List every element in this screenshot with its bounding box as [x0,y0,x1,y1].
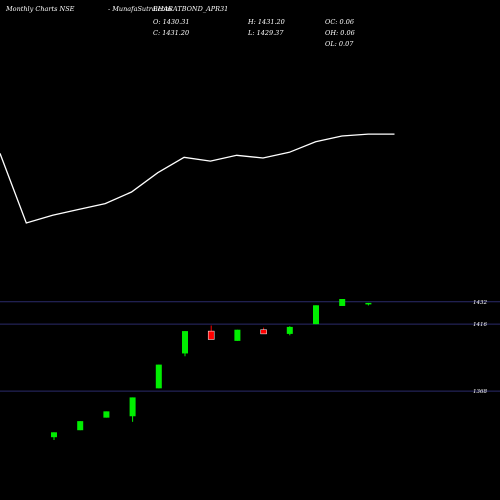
candle-body [365,302,372,305]
ohlc-low: L: 1429.37 [248,29,284,37]
y-tick-label: 1416 [473,322,487,328]
candle [51,432,57,440]
candle-body [339,299,346,306]
candle [77,421,84,431]
candle [365,302,372,306]
candle [260,327,267,335]
ohlc-close: C: 1431.20 [153,29,190,37]
candle [234,329,241,341]
candle [339,299,346,306]
candle [155,364,162,389]
candle [103,411,110,418]
candle-body [313,305,319,325]
candle-body [207,330,215,340]
ohlc-oc: OC: 0.06 [325,18,355,26]
grid-layer: 1432 1416 1368 [0,300,500,395]
candle [313,305,319,325]
candle-body [129,397,136,417]
line-layer [0,133,395,224]
ohlc-oh: OH: 0.06 [325,29,355,37]
candle-body [103,411,110,418]
chart-source-label: Monthly Charts NSE [6,5,75,13]
candle-body [77,421,84,431]
y-tick-label: 1432 [473,300,487,306]
candle [207,325,215,340]
ohlc-ol: OL: 0.07 [325,40,354,48]
candle-body [51,432,57,438]
candle-body [182,331,188,354]
candle [129,397,136,422]
price-line [0,133,395,224]
ohlc-high: H: 1431.20 [248,18,285,26]
chart-ticker-label: BHARATBOND_APR31 [153,5,229,13]
candle-body [260,329,267,335]
y-tick-label: 1368 [473,389,487,395]
candle-body [234,329,241,341]
candle-layer [51,299,372,440]
candle-body [155,364,162,389]
candle-body [286,326,293,334]
candle [286,326,293,336]
candle [182,331,188,357]
ohlc-open: O: 1430.31 [153,18,190,26]
chart-symbol-label: - MunafaSutra.com [108,5,172,13]
